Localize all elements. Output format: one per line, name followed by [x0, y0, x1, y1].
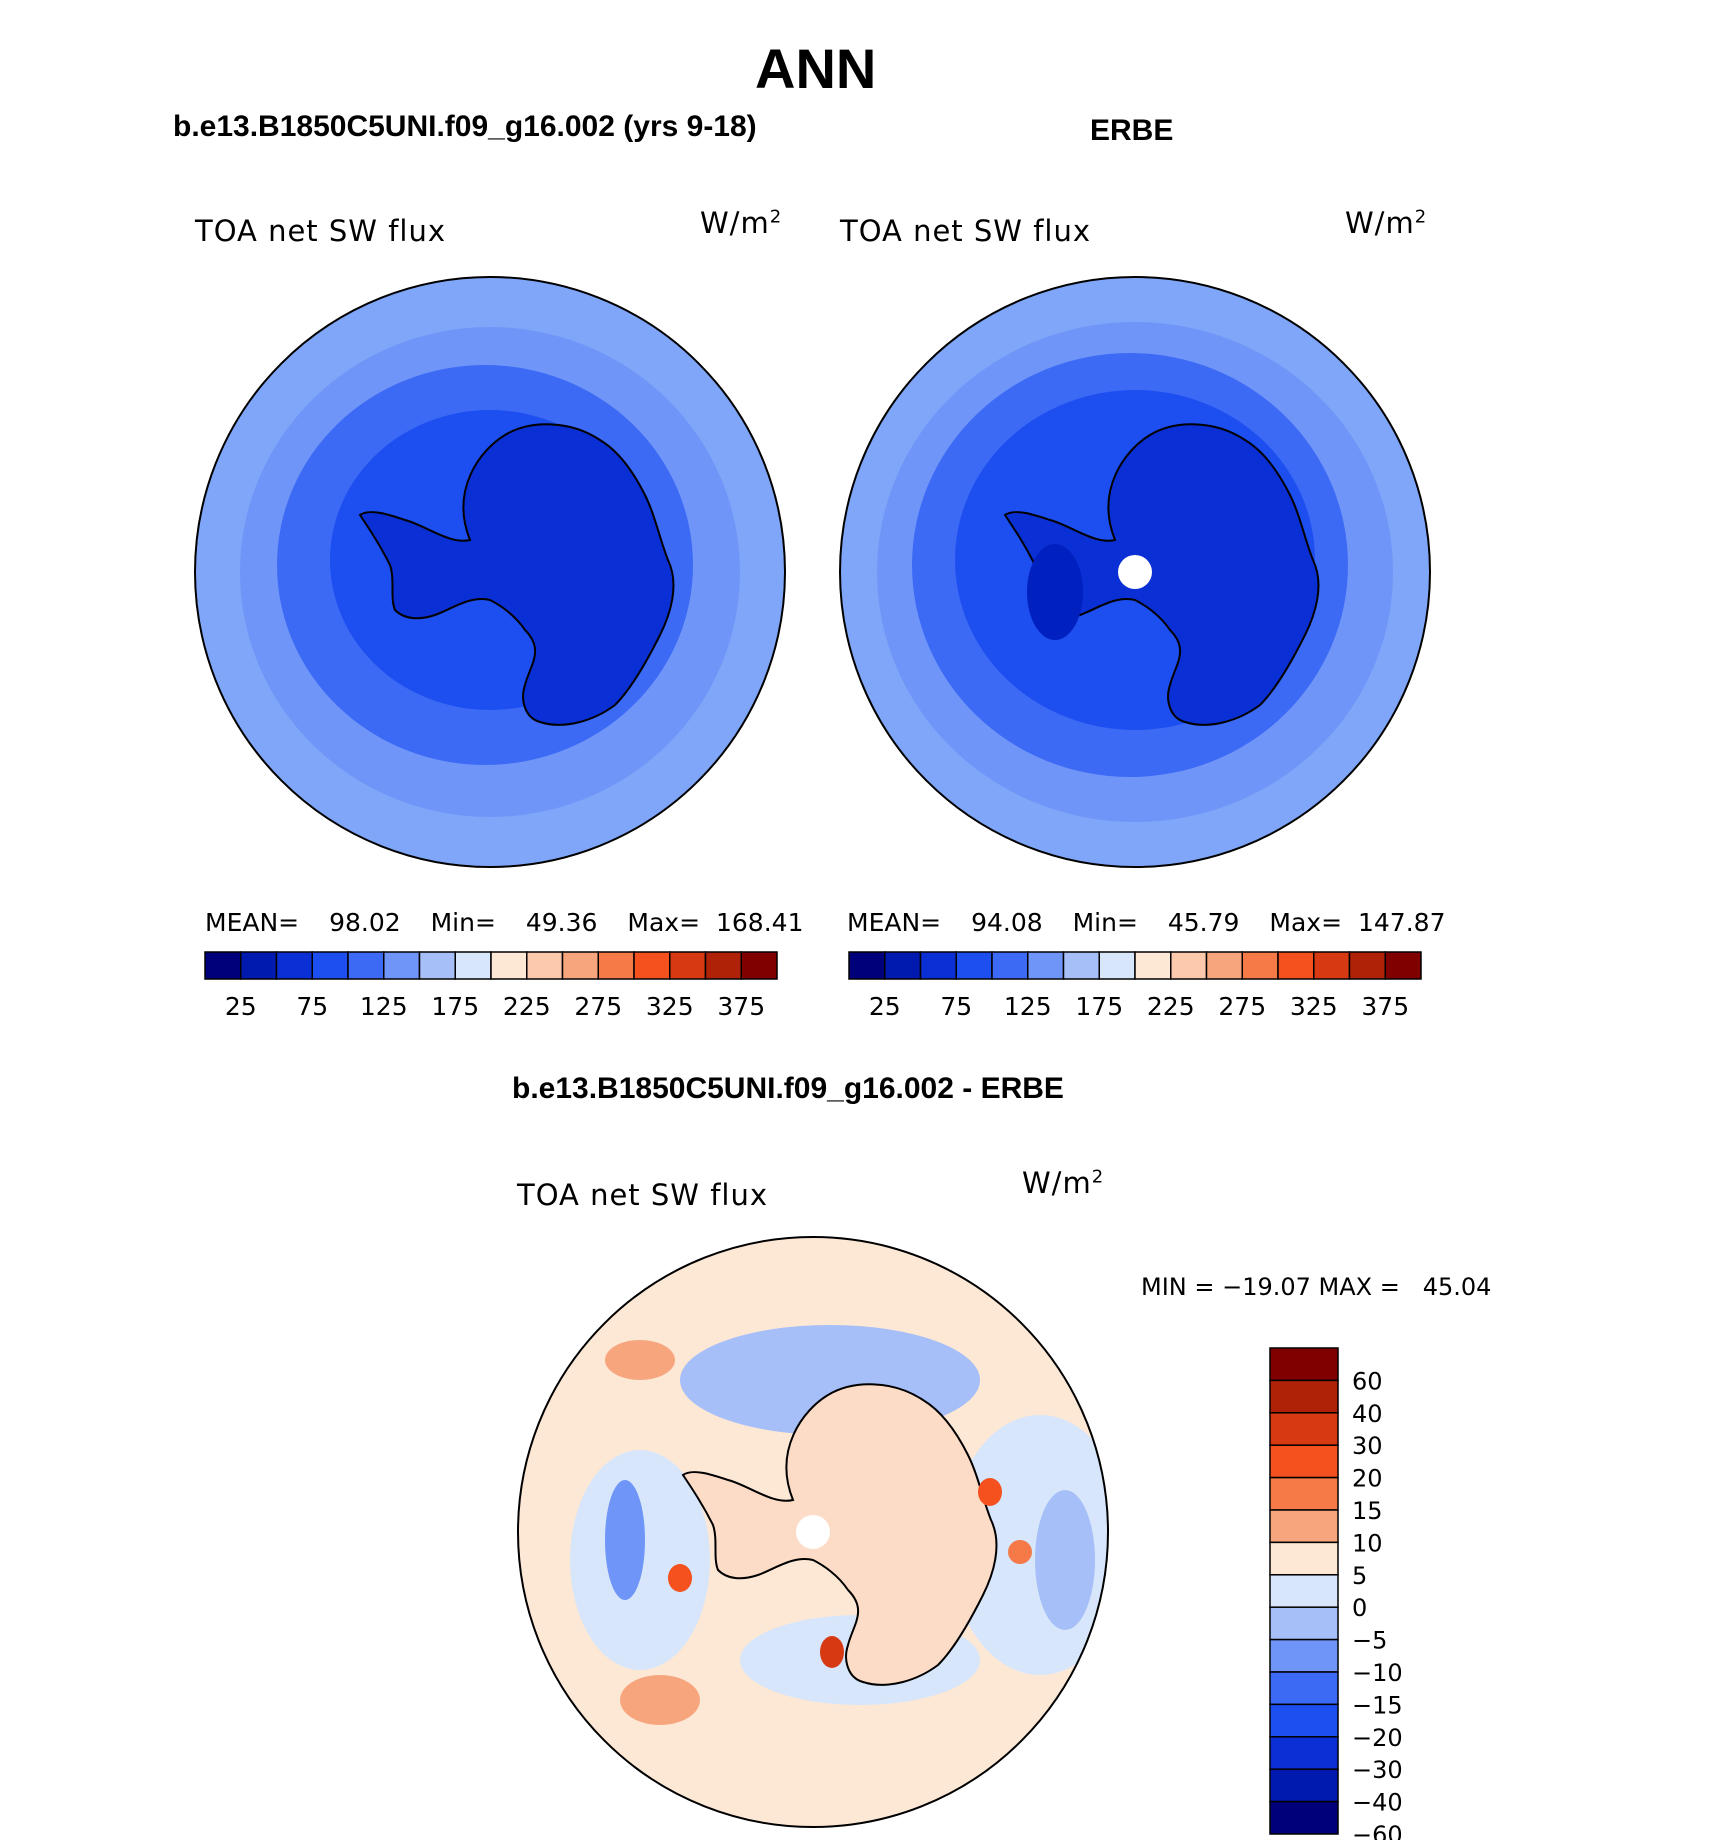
- panel-1-mean-label: MEAN=: [205, 908, 300, 937]
- panel-1-min-label: Min=: [430, 908, 496, 937]
- map-panel-diff-pole-hole: [796, 1515, 830, 1549]
- map-panel-diff-red-4: [1008, 1540, 1032, 1564]
- diff-units: W/m: [1022, 1166, 1092, 1200]
- panel-1-units-exponent: 2: [769, 206, 783, 228]
- panel-2-units-label: W/m2: [1345, 206, 1427, 240]
- panel-1-stats: MEAN= 98.02 Min= 49.36 Max= 168.41: [205, 908, 803, 937]
- map-panel-diff-blue-5: [1035, 1490, 1095, 1630]
- panel-2-units-exponent: 2: [1414, 206, 1428, 228]
- map-panel-erbe-pole-hole: [1118, 555, 1152, 589]
- diff-minmax: MIN = −19.07 MAX = 45.04: [1141, 1273, 1492, 1301]
- map-panel-diff-border: [517, 1236, 1109, 1828]
- panel-1-variable-label: TOA net SW flux: [195, 214, 447, 248]
- map-panel-erbe-border: [839, 276, 1431, 868]
- panel-2-stats: MEAN= 94.08 Min= 45.79 Max= 147.87: [847, 908, 1445, 937]
- map-panel-erbe: [840, 277, 1430, 867]
- map-panel-diff: [518, 1237, 1108, 1827]
- panel-2-units: W/m: [1345, 206, 1415, 240]
- panel-1-mean-value: 98.02: [329, 908, 401, 937]
- panel-2-mean-value: 94.08: [971, 908, 1043, 937]
- panel-2-min-value: 45.79: [1167, 908, 1240, 937]
- panel-1-max-value: 168.41: [716, 908, 804, 937]
- panel-2-heading: ERBE: [1090, 114, 1174, 147]
- map-panel-diff-blue-4: [605, 1480, 645, 1600]
- diff-units-exponent: 2: [1091, 1166, 1105, 1188]
- panel-2-variable-label: TOA net SW flux: [840, 214, 1092, 248]
- map-panel-diff-red-1: [668, 1564, 692, 1592]
- panel-2-max-label: Max=: [1269, 908, 1343, 937]
- panel-1-units-label: W/m2: [700, 206, 782, 240]
- map-panel-erbe-dark-patch: [1027, 544, 1083, 640]
- map-panel-model: [195, 277, 785, 867]
- map-panel-model-border: [194, 276, 786, 868]
- map-panel-diff-red-6: [605, 1340, 675, 1380]
- panel-1-min-value: 49.36: [525, 908, 598, 937]
- panel-2-max-value: 147.87: [1358, 908, 1446, 937]
- diff-variable-label: TOA net SW flux: [517, 1178, 769, 1212]
- panel-2-mean-label: MEAN=: [847, 908, 942, 937]
- map-panel-diff-red-3: [978, 1478, 1002, 1506]
- map-panel-diff-red-2: [820, 1636, 844, 1668]
- map-panel-diff-red-5: [620, 1675, 700, 1725]
- panel-1-heading: b.e13.B1850C5UNI.f09_g16.002 (yrs 9-18): [173, 110, 757, 143]
- page-title: ANN: [755, 37, 877, 100]
- diff-units-label: W/m2: [1022, 1166, 1104, 1200]
- diff-heading: b.e13.B1850C5UNI.f09_g16.002 - ERBE: [512, 1072, 1064, 1105]
- panel-2-min-label: Min=: [1072, 908, 1138, 937]
- panel-1-max-label: Max=: [627, 908, 701, 937]
- panel-1-units: W/m: [700, 206, 770, 240]
